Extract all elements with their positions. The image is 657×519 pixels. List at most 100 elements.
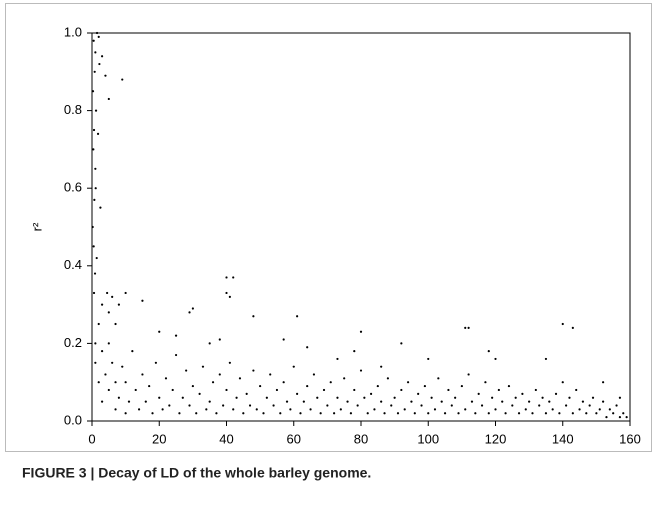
point (114, 381, 117, 384)
point (141, 299, 144, 302)
point (312, 373, 316, 376)
point (400, 342, 403, 345)
point (359, 369, 363, 372)
point (232, 276, 235, 279)
point (95, 256, 98, 260)
point (168, 404, 171, 407)
point (437, 377, 440, 380)
point (467, 373, 470, 376)
point (602, 381, 605, 384)
point (171, 388, 174, 392)
point (615, 404, 618, 407)
point (93, 70, 96, 73)
point (322, 388, 326, 392)
figure-frame (5, 3, 652, 452)
point (480, 404, 484, 407)
point (487, 412, 490, 415)
x-tick-label: 80 (354, 431, 368, 446)
point (245, 392, 248, 395)
point (336, 396, 339, 399)
point (464, 408, 467, 411)
point (107, 97, 110, 101)
point (497, 388, 500, 392)
point (275, 388, 279, 392)
point (97, 381, 100, 384)
point (198, 392, 201, 395)
point (373, 408, 376, 411)
point (363, 396, 366, 399)
point (558, 412, 561, 415)
point (93, 272, 97, 275)
point (151, 412, 154, 415)
point (262, 412, 265, 415)
point (534, 388, 537, 392)
point (174, 353, 178, 357)
point (134, 388, 137, 392)
point (369, 392, 373, 395)
point (511, 404, 514, 407)
point (100, 350, 104, 353)
point (306, 346, 309, 349)
y-tick-label: 0.0 (64, 412, 82, 427)
point (178, 412, 181, 415)
point (225, 291, 228, 295)
x-tick-label: 40 (219, 431, 233, 446)
point (208, 342, 211, 345)
point (484, 381, 487, 384)
x-tick-label: 160 (619, 431, 641, 446)
point (430, 396, 433, 399)
point (107, 342, 110, 345)
point (225, 276, 228, 279)
point (127, 400, 131, 403)
point (97, 322, 100, 326)
point (477, 392, 480, 395)
point (457, 412, 460, 415)
point (272, 404, 275, 407)
point (299, 412, 302, 415)
point (319, 412, 322, 415)
point (400, 388, 403, 392)
point (538, 404, 541, 407)
point (306, 384, 309, 388)
point (413, 412, 416, 415)
point (104, 373, 107, 376)
point (201, 365, 205, 368)
point (548, 400, 551, 403)
point (380, 400, 383, 403)
point (467, 326, 470, 329)
point (598, 408, 601, 411)
point (524, 408, 527, 411)
point (501, 400, 504, 403)
point (94, 51, 97, 54)
point (474, 412, 477, 415)
point (215, 412, 218, 415)
point (91, 225, 94, 229)
point (111, 361, 114, 364)
point (625, 416, 628, 419)
point (343, 377, 346, 380)
caption: FIGURE 3 | Decay of LD of the whole barl… (22, 465, 371, 481)
point (427, 412, 430, 415)
point (106, 291, 109, 295)
point (447, 388, 450, 392)
point (433, 408, 437, 411)
point (366, 412, 369, 415)
point (252, 315, 255, 318)
point (585, 412, 588, 415)
point (591, 396, 595, 399)
point (222, 404, 225, 407)
point (94, 361, 97, 364)
point (124, 381, 127, 384)
point (205, 408, 208, 411)
point (410, 400, 413, 403)
point (191, 384, 194, 388)
point (528, 400, 531, 403)
point (161, 408, 164, 411)
point (494, 357, 497, 361)
point (417, 392, 420, 395)
x-tick-label: 60 (287, 431, 301, 446)
point (356, 404, 359, 407)
point (544, 357, 548, 361)
point (561, 322, 564, 326)
point (551, 408, 554, 411)
